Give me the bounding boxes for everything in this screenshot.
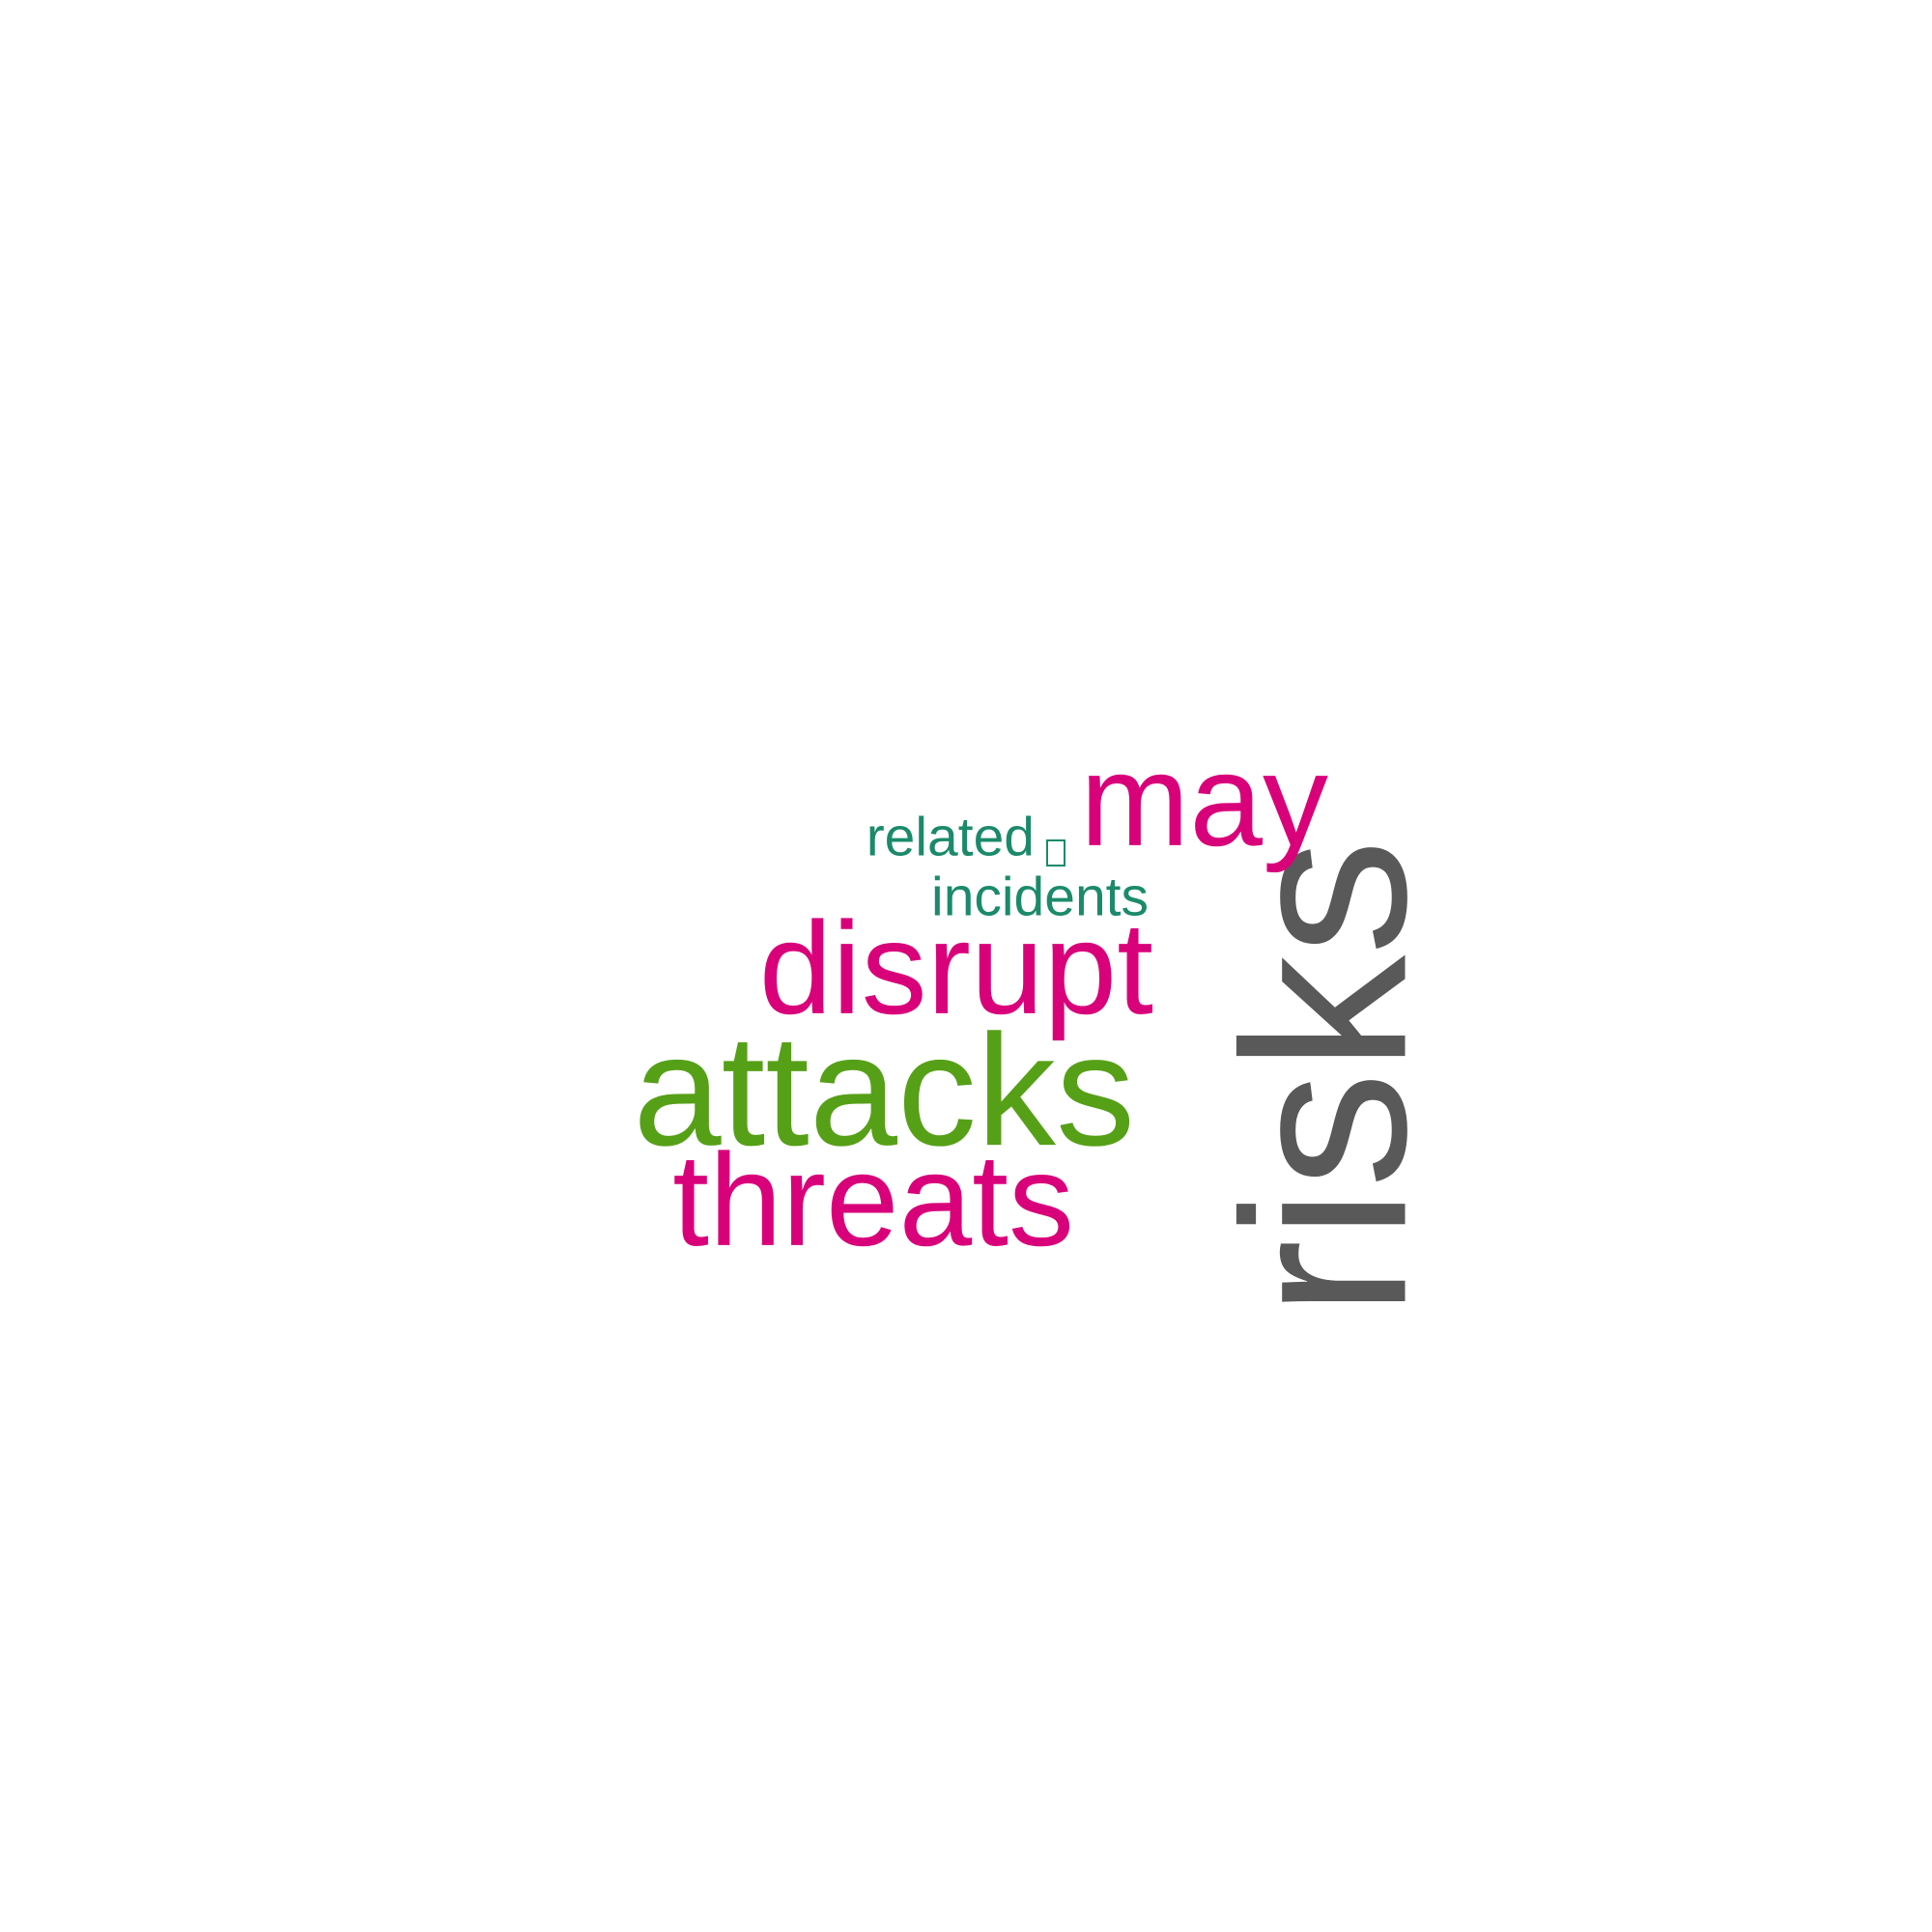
word-incidents: incidents xyxy=(931,866,1149,928)
word-threats: threats xyxy=(672,1125,1074,1273)
word-risks: risks xyxy=(1195,838,1456,1318)
word-related: related xyxy=(866,806,1035,868)
word-attacks: attacks xyxy=(633,1002,1135,1179)
word-disrupt: disrupt xyxy=(758,894,1153,1041)
word-may: may xyxy=(1080,725,1328,873)
missing-glyph-box xyxy=(1046,839,1065,867)
